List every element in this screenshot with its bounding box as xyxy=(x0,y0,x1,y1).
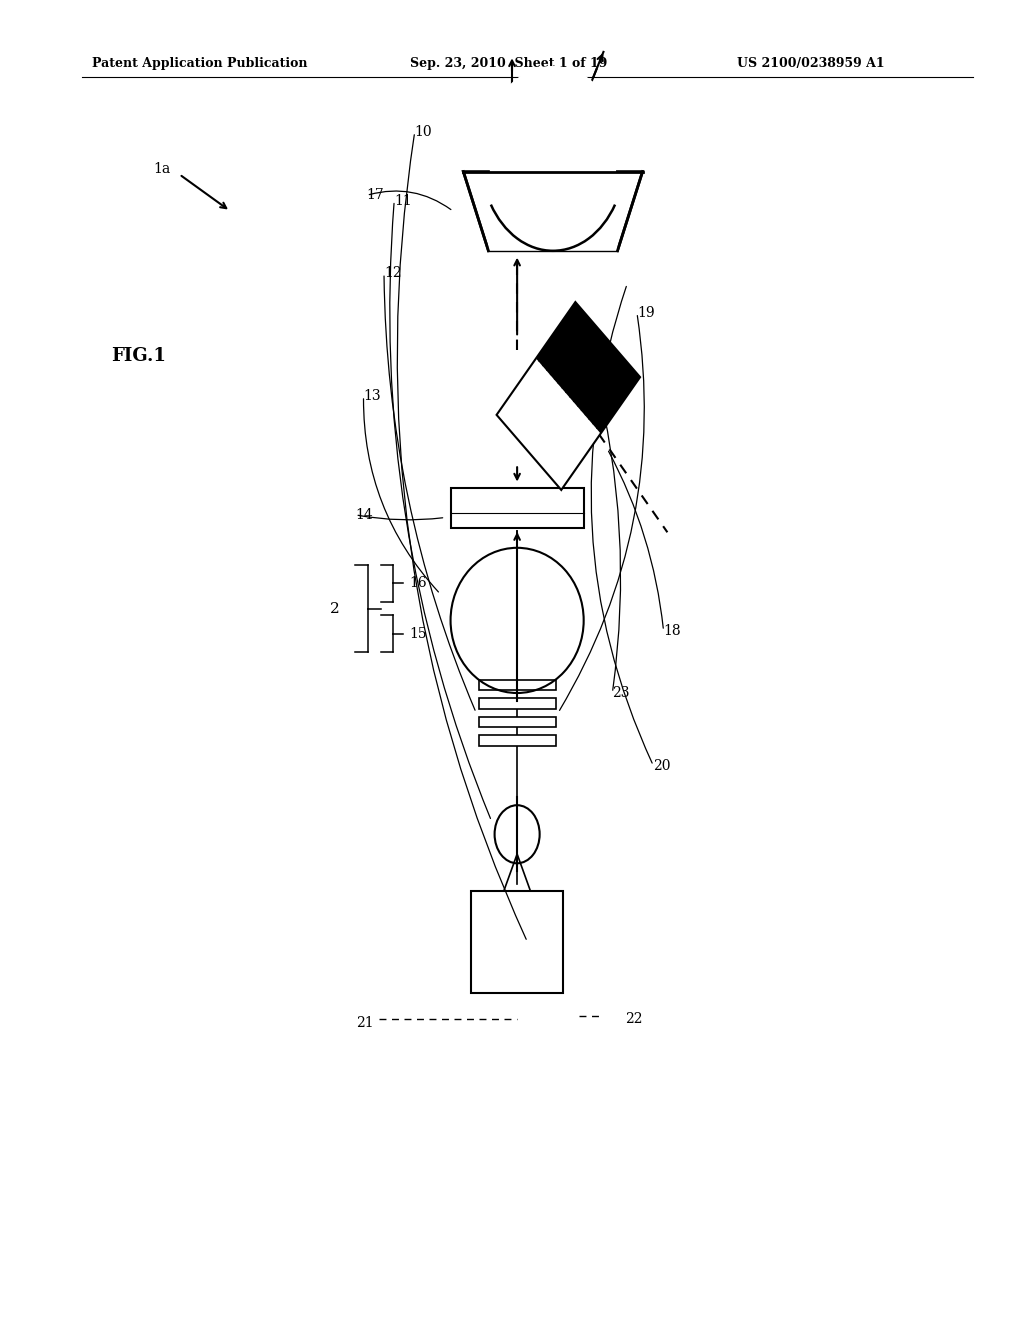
Text: FIG.1: FIG.1 xyxy=(111,347,166,366)
Bar xyxy=(471,891,563,993)
Text: 14: 14 xyxy=(355,508,373,521)
Polygon shape xyxy=(463,172,643,251)
Text: 17: 17 xyxy=(367,189,384,202)
Text: 16: 16 xyxy=(410,577,427,590)
Text: 13: 13 xyxy=(364,389,381,403)
Text: 19: 19 xyxy=(637,306,654,319)
Text: 21: 21 xyxy=(356,1016,374,1030)
Text: Sep. 23, 2010  Sheet 1 of 19: Sep. 23, 2010 Sheet 1 of 19 xyxy=(410,57,607,70)
Bar xyxy=(479,717,555,727)
Text: US 2100/0238959 A1: US 2100/0238959 A1 xyxy=(737,57,885,70)
Polygon shape xyxy=(536,302,640,433)
Bar xyxy=(479,698,555,709)
Text: 20: 20 xyxy=(653,759,671,772)
Text: 1a: 1a xyxy=(154,162,170,176)
Text: 15: 15 xyxy=(410,627,427,640)
Polygon shape xyxy=(488,66,617,251)
Bar xyxy=(479,735,555,746)
Text: 11: 11 xyxy=(394,194,412,207)
Text: 10: 10 xyxy=(415,125,432,139)
Text: 23: 23 xyxy=(612,686,630,700)
Text: 22: 22 xyxy=(625,1012,642,1026)
Polygon shape xyxy=(497,302,640,490)
Text: Patent Application Publication: Patent Application Publication xyxy=(92,57,307,70)
Bar xyxy=(479,680,555,690)
Bar xyxy=(451,488,584,528)
Text: 2: 2 xyxy=(330,602,340,615)
Text: 12: 12 xyxy=(384,267,401,280)
Text: 18: 18 xyxy=(664,624,681,638)
